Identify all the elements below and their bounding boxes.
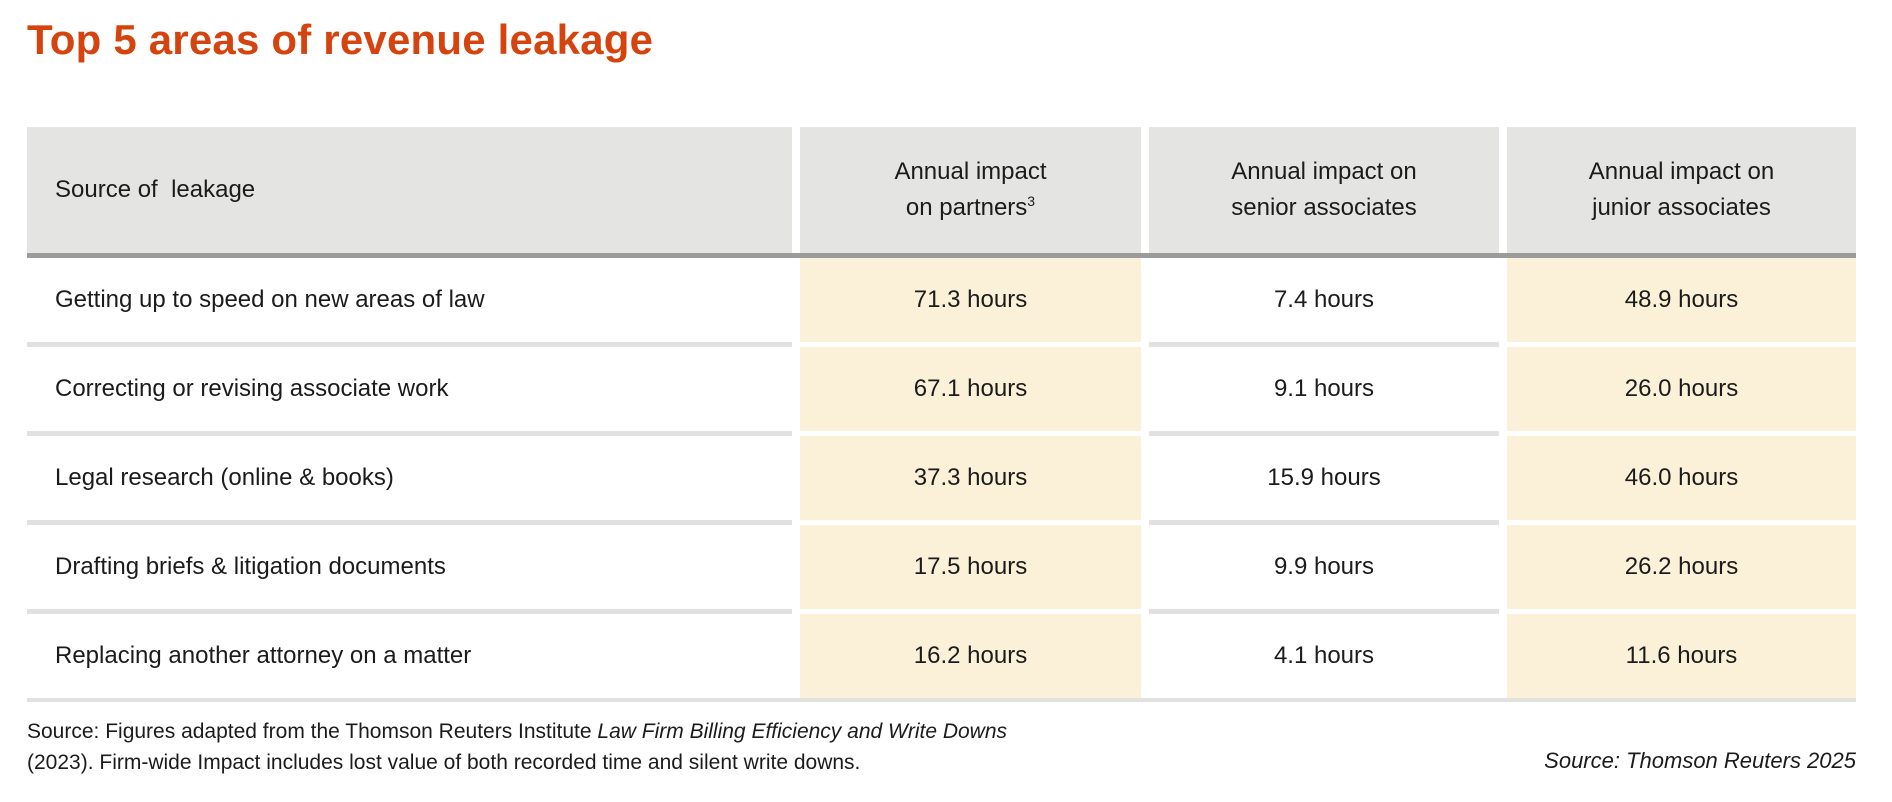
table-row: Drafting briefs & litigation documents 1…: [27, 525, 1856, 609]
source-note-line2: (2023). Firm-wide Impact includes lost v…: [27, 751, 861, 774]
row-separator: [27, 342, 1856, 347]
cell-partners-hours: 67.1 hours: [800, 347, 1141, 431]
cell-senior-hours: 15.9 hours: [1149, 436, 1499, 520]
cell-junior-hours: 26.0 hours: [1507, 347, 1856, 431]
cell-junior-hours: 11.6 hours: [1507, 614, 1856, 698]
cell-partners-hours: 37.3 hours: [800, 436, 1141, 520]
cell-senior-hours: 9.9 hours: [1149, 525, 1499, 609]
cell-senior-hours: 7.4 hours: [1149, 258, 1499, 342]
column-header-partners-line1: Annual impact: [894, 158, 1047, 185]
cell-partners-hours: 71.3 hours: [800, 258, 1141, 342]
study-title: Law Firm Billing Efficiency and Write Do…: [597, 720, 1008, 743]
table-bottom-border: [27, 698, 1856, 702]
header-divider: [27, 253, 1856, 258]
cell-senior-hours: 4.1 hours: [1149, 614, 1499, 698]
cell-junior-hours: 26.2 hours: [1507, 525, 1856, 609]
table-row: Getting up to speed on new areas of law …: [27, 258, 1856, 342]
revenue-leakage-table: Source of leakage Annual impact on partn…: [27, 127, 1856, 702]
footnote-marker: 3: [1027, 193, 1036, 209]
cell-junior-hours: 46.0 hours: [1507, 436, 1856, 520]
cell-junior-hours: 48.9 hours: [1507, 258, 1856, 342]
column-header-senior-associates: Annual impact on senior associates: [1149, 127, 1499, 253]
table-row: Correcting or revising associate work 67…: [27, 347, 1856, 431]
column-header-source: Source of leakage: [27, 127, 792, 253]
column-header-partners-line2: on partners3: [905, 193, 1036, 221]
cell-source: Getting up to speed on new areas of law: [27, 258, 792, 342]
row-separator: [27, 520, 1856, 525]
source-note: Source: Figures adapted from the Thomson…: [27, 716, 1287, 778]
column-header-partners: Annual impact on partners3: [800, 127, 1141, 253]
column-header-senior-line2: senior associates: [1231, 194, 1417, 221]
cell-source: Legal research (online & books): [27, 436, 792, 520]
column-header-junior-associates: Annual impact on junior associates: [1507, 127, 1856, 253]
column-header-senior-line1: Annual impact on: [1231, 158, 1417, 185]
source-attribution: Source: Thomson Reuters 2025: [1544, 748, 1856, 773]
cell-partners-hours: 17.5 hours: [800, 525, 1141, 609]
column-header-junior-line1: Annual impact on: [1588, 158, 1775, 185]
source-note-line1: Source: Figures adapted from the Thomson…: [27, 720, 1008, 743]
table-row: Legal research (online & books) 37.3 hou…: [27, 436, 1856, 520]
row-separator: [27, 609, 1856, 614]
cell-partners-hours: 16.2 hours: [800, 614, 1141, 698]
cell-senior-hours: 9.1 hours: [1149, 347, 1499, 431]
cell-source: Drafting briefs & litigation documents: [27, 525, 792, 609]
cell-source: Replacing another attorney on a matter: [27, 614, 792, 698]
cell-source: Correcting or revising associate work: [27, 347, 792, 431]
table-row: Replacing another attorney on a matter 1…: [27, 614, 1856, 698]
row-separator: [27, 431, 1856, 436]
table-header-row: Source of leakage Annual impact on partn…: [27, 127, 1856, 253]
column-header-junior-line2: junior associates: [1592, 194, 1771, 221]
page-title: Top 5 areas of revenue leakage: [27, 16, 654, 63]
